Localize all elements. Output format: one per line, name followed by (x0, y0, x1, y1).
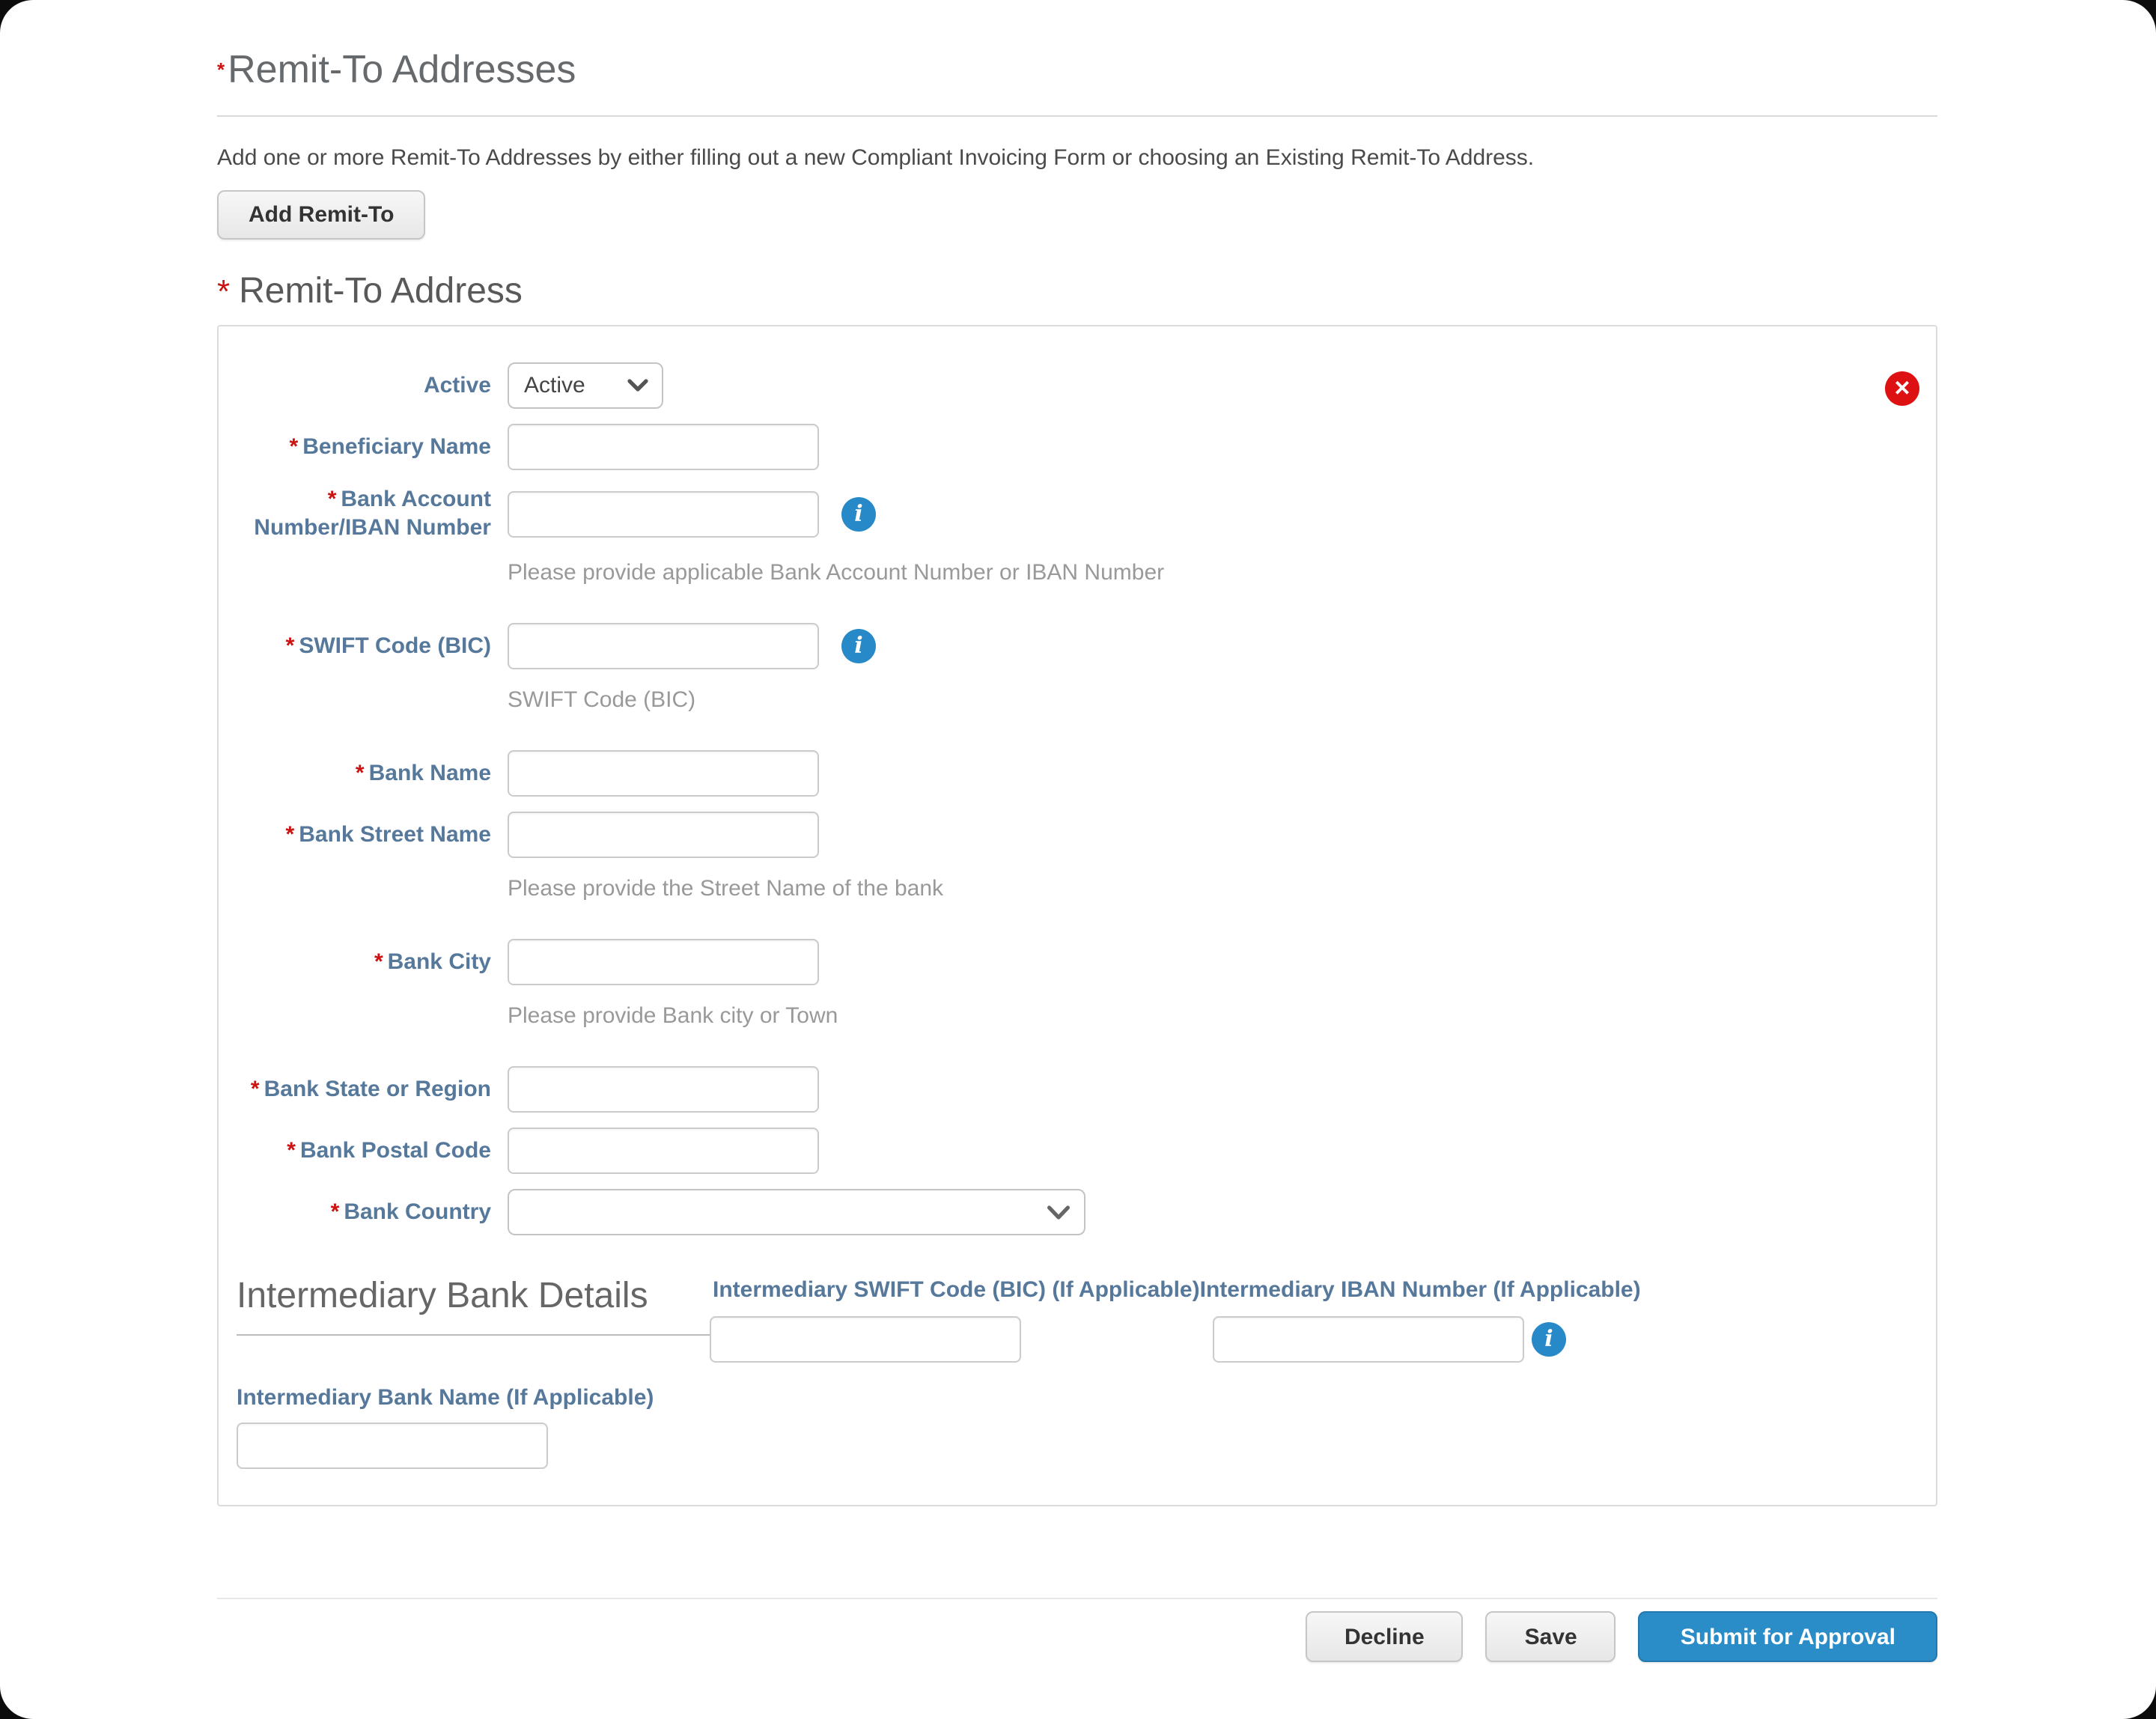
beneficiary-name-input[interactable] (508, 424, 819, 470)
field-row-bank-street: * Bank Street Name (237, 812, 1918, 858)
intermediary-iban-input[interactable] (1213, 1316, 1524, 1363)
bank-name-input[interactable] (508, 750, 819, 797)
section-description: Add one or more Remit-To Addresses by ei… (217, 145, 1535, 171)
bank-country-select[interactable] (508, 1189, 1085, 1235)
swift-code-label: * SWIFT Code (BIC) (285, 633, 491, 659)
chevron-down-icon (1047, 1205, 1070, 1219)
field-swift-code: * SWIFT Code (BIC) i SWIFT Code (BIC) (237, 623, 1918, 714)
bank-state-input[interactable] (508, 1066, 819, 1113)
page-title-text: Remit-To Addresses (228, 46, 576, 91)
field-row-bank-country: * Bank Country (237, 1189, 1918, 1235)
field-bank-city: * Bank City Please provide Bank city or T… (237, 939, 1918, 1030)
field-row-bank-state: * Bank State or Region (237, 1066, 1918, 1113)
decline-button[interactable]: Decline (1305, 1611, 1464, 1662)
active-select[interactable]: Active (508, 362, 663, 409)
active-select-value: Active (524, 373, 585, 398)
bank-city-label: * Bank City (374, 949, 491, 975)
field-row-swift-code: * SWIFT Code (BIC) i (237, 623, 1918, 669)
bank-postal-label: * Bank Postal Code (287, 1138, 491, 1163)
bank-name-label: * Bank Name (355, 761, 491, 786)
title-divider (217, 115, 1937, 117)
swift-code-hint: SWIFT Code (BIC) (508, 687, 696, 713)
field-row-active: Active Active (237, 362, 1918, 409)
save-button[interactable]: Save (1485, 1611, 1616, 1662)
add-remit-to-button[interactable]: Add Remit-To (217, 190, 426, 240)
page-content: * Remit-To Addresses Add one or more Remi… (0, 49, 2156, 1662)
field-row-bank-account: * Bank Account Number/IBAN Number i (237, 485, 1918, 542)
beneficiary-name-label: * Beneficiary Name (289, 434, 492, 460)
field-row-bank-postal: * Bank Postal Code (237, 1128, 1918, 1174)
bank-account-label: * Bank Account Number/IBAN Number (254, 487, 491, 541)
footer-divider (217, 1598, 1937, 1599)
intermediary-labels: Intermediary SWIFT Code (BIC) (If Applic… (713, 1277, 1641, 1303)
swift-code-input[interactable] (508, 623, 819, 669)
info-icon[interactable]: i (841, 629, 876, 663)
intermediary-heading: Intermediary Bank Details (237, 1276, 648, 1316)
field-row-bank-name: * Bank Name (237, 750, 1918, 797)
intermediary-bank-name-input[interactable] (237, 1423, 548, 1469)
info-icon[interactable]: i (1532, 1322, 1566, 1357)
bank-postal-input[interactable] (508, 1128, 819, 1174)
page-title: * Remit-To Addresses (217, 49, 1937, 96)
field-row-beneficiary-name: * Beneficiary Name (237, 424, 1918, 470)
remit-to-address-heading-text: Remit-To Address (239, 271, 523, 311)
field-bank-account: * Bank Account Number/IBAN Number i Pleas… (237, 485, 1918, 587)
intermediary-swift-input[interactable] (710, 1316, 1021, 1363)
bank-city-input[interactable] (508, 939, 819, 985)
remit-to-address-heading: * Remit-To Address (217, 271, 1937, 311)
footer-actions: Decline Save Submit for Approval (217, 1611, 1937, 1662)
intermediary-swift-label: Intermediary SWIFT Code (BIC) (If Applic… (713, 1277, 1200, 1303)
bank-street-hint: Please provide the Street Name of the ba… (508, 876, 944, 901)
field-bank-street: * Bank Street Name Please provide the Str… (237, 812, 1918, 903)
required-asterisk: * (217, 58, 225, 81)
bank-city-hint: Please provide Bank city or Town (508, 1003, 838, 1029)
bank-state-label: * Bank State or Region (250, 1077, 491, 1102)
required-asterisk: * (217, 273, 231, 310)
intermediary-bank-name-label: Intermediary Bank Name (If Applicable) (237, 1385, 654, 1411)
field-row-bank-city: * Bank City (237, 939, 1918, 985)
intermediary-bank-section: Intermediary Bank Details Intermediary S… (237, 1274, 1918, 1472)
bank-account-input[interactable] (508, 490, 819, 537)
intermediary-iban-label: Intermediary IBAN Number (If Applicable) (1199, 1277, 1641, 1303)
close-icon[interactable]: ✕ (1885, 371, 1919, 406)
intermediary-heading-divider (237, 1334, 713, 1336)
remit-to-address-panel: ✕ Active Active * Beneficiary Name (217, 325, 1937, 1506)
bank-account-hint: Please provide applicable Bank Account N… (508, 560, 1165, 585)
submit-for-approval-button[interactable]: Submit for Approval (1638, 1611, 1937, 1662)
active-label: Active (423, 373, 491, 398)
bank-street-label: * Bank Street Name (285, 822, 491, 848)
info-icon[interactable]: i (841, 496, 876, 531)
bank-street-input[interactable] (508, 812, 819, 858)
chevron-down-icon (627, 379, 648, 392)
bank-country-label: * Bank Country (330, 1199, 491, 1225)
